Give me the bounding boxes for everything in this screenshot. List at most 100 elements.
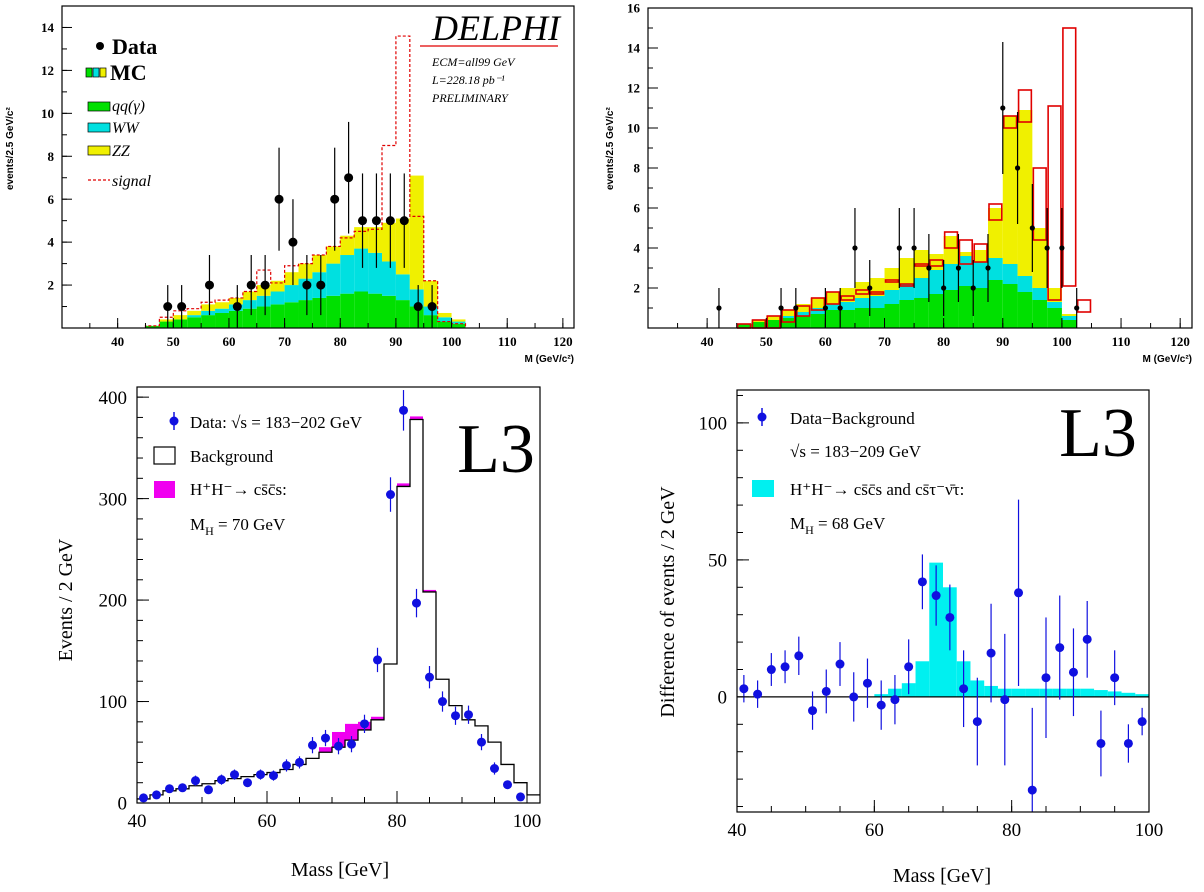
legend-zz-label: ZZ <box>112 143 131 160</box>
signal-box <box>1062 27 1077 287</box>
l3-chart-right: 40 60 80 100 0 50 100 Difference of events / 2… <box>657 389 1163 887</box>
qq-bar <box>884 304 900 328</box>
signal-box <box>988 203 1003 221</box>
legend-mc-swatch-zz <box>99 67 107 78</box>
legend-energy-label: √s = 183−209 GeV <box>790 442 922 461</box>
y-tick-label: 200 <box>99 591 128 612</box>
data-point <box>876 700 886 710</box>
delphi-right-ticks: 40 50 60 70 80 90 100 110 120 2 4 6 8 10 12 14 16 <box>627 1 1190 349</box>
legend-mass-label: MH = 70 GeV <box>190 515 286 538</box>
legend-ww-swatch <box>87 122 111 133</box>
zz-bar <box>973 250 988 262</box>
qq-bar <box>382 295 396 328</box>
ww-bar <box>451 321 466 324</box>
signal-histogram <box>144 35 467 328</box>
data-point <box>793 305 799 311</box>
data-point <box>1068 667 1078 677</box>
signal-bar <box>397 483 410 487</box>
data-point <box>373 655 382 665</box>
data-point <box>1044 245 1050 251</box>
data-point <box>896 245 902 251</box>
signal-box <box>899 283 914 287</box>
ww-bar <box>409 289 424 307</box>
zz-bar <box>173 315 188 320</box>
qq-bar <box>270 304 285 328</box>
data-point <box>1137 717 1147 727</box>
qq-bar <box>145 325 160 328</box>
qq-bar <box>215 312 229 328</box>
zz-bar <box>382 222 396 262</box>
signal-box <box>796 305 811 317</box>
zz-bar <box>340 235 355 256</box>
data-point <box>399 405 408 415</box>
data-point <box>464 710 473 720</box>
x-tick-label: 120 <box>1170 334 1190 349</box>
qq-bar <box>1017 292 1033 328</box>
data-point <box>344 173 354 183</box>
data-point <box>985 265 991 271</box>
data-point <box>139 793 148 803</box>
data-point <box>330 194 340 204</box>
data-point <box>282 760 291 770</box>
signal-bar <box>1011 688 1026 697</box>
ww-bar <box>810 308 826 314</box>
qq-bar <box>340 293 355 328</box>
ww-bar <box>340 255 355 294</box>
data-point <box>288 237 298 247</box>
data-point <box>794 651 804 661</box>
ww-bar <box>395 274 410 301</box>
x-tick-label: 60 <box>222 334 235 349</box>
legend-mc-swatch-ww <box>92 67 100 78</box>
qq-bar <box>988 280 1003 328</box>
data-point <box>1055 643 1065 653</box>
ww-bar <box>795 312 811 316</box>
zz-bar <box>326 246 341 264</box>
x-tick-label: 120 <box>553 334 573 349</box>
y-tick-label: 6 <box>634 201 641 216</box>
ww-bar <box>958 256 974 286</box>
l3-left-ylabel: Events / 2 GeV <box>55 538 77 661</box>
delphi-right-ylabel: events/2.5 GeV/c² <box>605 107 616 190</box>
legend-ww-label: WW <box>112 120 140 137</box>
x-tick-label: 60 <box>819 334 832 349</box>
zz-bar <box>810 298 826 308</box>
ww-bar <box>825 304 841 310</box>
data-point <box>1096 738 1106 748</box>
qq-bar <box>354 291 369 328</box>
zz-bar <box>201 304 216 311</box>
y-tick-label: 4 <box>48 235 55 250</box>
qq-bar <box>854 308 870 328</box>
data-point <box>1014 588 1024 598</box>
data-point <box>347 739 356 749</box>
delphi-chart-right: 40 50 60 70 80 90 100 110 120 2 4 6 8 10 12 14 16 events… <box>605 1 1193 365</box>
zz-bar <box>943 236 959 264</box>
x-tick-label: 40 <box>111 334 124 349</box>
signal-bar <box>1135 694 1149 697</box>
signal-bar <box>371 716 384 720</box>
zz-bar <box>159 319 174 322</box>
legend-data-marker <box>169 416 179 426</box>
zz-bar <box>1032 228 1048 288</box>
l3-left-legend: Data: √s = 183−202 GeV Background H⁺H⁻→ … <box>153 412 363 538</box>
data-point <box>178 783 187 793</box>
data-point <box>917 577 927 587</box>
data-point <box>477 737 486 747</box>
data-point <box>911 245 917 251</box>
zz-bar <box>1002 116 1018 264</box>
signal-bar <box>1025 688 1040 697</box>
data-point <box>739 684 749 694</box>
y-tick-label: 2 <box>634 281 641 296</box>
zz-bar <box>840 288 855 302</box>
zz-bar <box>825 292 841 304</box>
y-tick-label: 2 <box>48 278 55 293</box>
signal-box <box>825 291 840 305</box>
zz-bar <box>884 268 900 290</box>
data-point <box>438 697 447 707</box>
l3-left-ticks: 40 60 80 100 0 100 200 300 400 <box>99 388 542 832</box>
signal-box <box>855 289 870 295</box>
delphi-right-xlabel: M (GeV/c²) <box>1143 354 1192 365</box>
data-point <box>753 689 763 699</box>
l3-right-ylabel: Difference of events / 2 GeV <box>657 486 679 718</box>
x-tick-label: 60 <box>258 811 277 832</box>
signal-bar <box>1094 690 1108 697</box>
